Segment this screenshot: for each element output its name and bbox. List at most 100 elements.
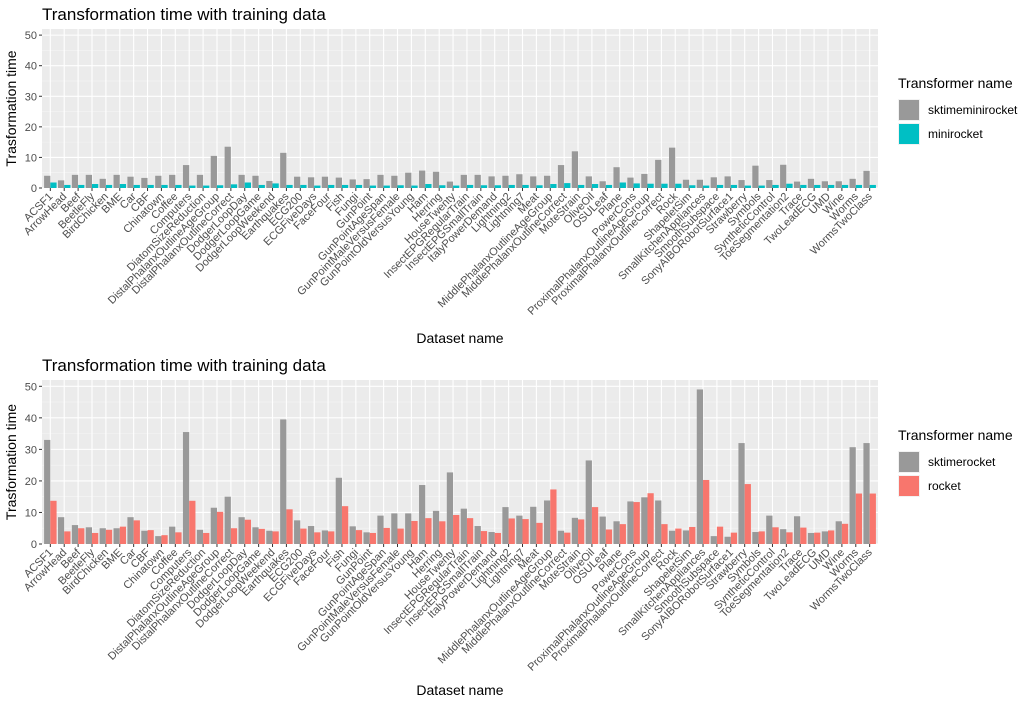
bar-sktimerocket — [210, 507, 217, 544]
bar-sktimerocket — [849, 447, 856, 544]
bar-minirocket — [300, 184, 307, 188]
bar-minirocket — [189, 185, 196, 188]
bar-minirocket — [355, 184, 363, 188]
bar-sktimeminirocket — [710, 177, 717, 188]
bar-sktimeminirocket — [474, 174, 481, 188]
bar-rocket — [383, 527, 390, 544]
bar-sktimerocket — [571, 517, 579, 544]
bar-minirocket — [869, 184, 876, 188]
bar-rocket — [425, 518, 432, 544]
bar-sktimerocket — [835, 521, 842, 544]
bar-sktimeminirocket — [85, 174, 92, 188]
bar-sktimerocket — [766, 515, 773, 544]
bar-minirocket — [855, 184, 863, 188]
bar-rocket — [619, 524, 626, 544]
bar-minirocket — [425, 184, 432, 188]
bar-sktimeminirocket — [516, 174, 523, 188]
bar-sktimeminirocket — [502, 175, 509, 188]
bar-rocket — [105, 529, 113, 544]
x-axis-title: Dataset name — [416, 330, 503, 346]
bar-sktimerocket — [391, 513, 398, 544]
bar-rocket — [814, 532, 821, 544]
bar-rocket — [272, 531, 279, 544]
bar-sktimerocket — [738, 443, 745, 544]
bar-minirocket — [133, 184, 140, 188]
bar-minirocket — [78, 184, 85, 188]
bar-sktimeminirocket — [446, 181, 454, 188]
bar-minirocket — [550, 184, 557, 188]
bar-minirocket — [591, 184, 599, 188]
bar-sktimerocket — [113, 528, 120, 544]
bar-rocket — [466, 518, 474, 544]
bar-sktimeminirocket — [321, 176, 329, 188]
bar-minirocket — [175, 184, 182, 188]
bar-sktimeminirocket — [599, 181, 606, 188]
bar-sktimeminirocket — [432, 171, 440, 188]
bar-rocket — [828, 530, 835, 544]
y-tick-label: 40 — [25, 413, 37, 425]
bar-sktimerocket — [377, 515, 384, 544]
bar-sktimerocket — [669, 530, 676, 544]
bar-minirocket — [814, 184, 821, 188]
bar-sktimeminirocket — [127, 176, 134, 188]
bar-minirocket — [758, 185, 765, 188]
bar-rocket — [591, 507, 599, 544]
bar-sktimeminirocket — [349, 179, 356, 188]
bar-minirocket — [397, 185, 404, 188]
bar-sktimerocket — [335, 477, 342, 544]
bar-minirocket — [716, 184, 724, 188]
bar-sktimerocket — [530, 506, 537, 544]
bar-rocket — [119, 526, 127, 544]
bar-sktimerocket — [169, 526, 176, 544]
bar-rocket — [258, 528, 265, 544]
bar-rocket — [661, 524, 668, 544]
bar-sktimeminirocket — [696, 179, 704, 188]
bar-sktimerocket — [682, 530, 690, 544]
bar-sktimerocket — [280, 419, 287, 544]
chart-title: Transformation time with training data — [42, 356, 326, 375]
bar-sktimerocket — [294, 520, 301, 544]
bar-sktimerocket — [155, 536, 162, 544]
bar-minirocket — [91, 184, 99, 188]
bar-rocket — [244, 519, 251, 544]
bar-sktimeminirocket — [113, 174, 120, 188]
bar-sktimeminirocket — [294, 176, 301, 188]
bar-sktimeminirocket — [766, 180, 773, 188]
bar-sktimerocket — [99, 528, 106, 544]
bar-rocket — [203, 532, 210, 544]
legend-swatch-minirocket — [899, 124, 919, 144]
bar-sktimeminirocket — [210, 155, 217, 188]
bar-sktimerocket — [696, 389, 704, 544]
bar-minirocket — [328, 184, 335, 188]
bar-minirocket — [258, 184, 265, 188]
bar-sktimeminirocket — [849, 178, 856, 188]
bar-sktimeminirocket — [99, 178, 106, 188]
bar-minirocket — [64, 184, 71, 188]
bar-minirocket — [369, 185, 376, 188]
bar-rocket — [508, 518, 515, 544]
y-tick-label: 10 — [25, 152, 37, 164]
bar-minirocket — [661, 183, 668, 188]
bar-minirocket — [161, 184, 168, 188]
legend-title: Transformer name — [898, 427, 1013, 443]
bar-sktimerocket — [627, 501, 634, 544]
bar-minirocket — [341, 184, 349, 188]
y-axis-title: Trasformation time — [3, 404, 19, 520]
bar-sktimeminirocket — [641, 173, 648, 188]
bar-sktimeminirocket — [835, 181, 842, 188]
plot-panel — [42, 29, 878, 188]
bar-sktimeminirocket — [627, 177, 634, 188]
bar-rocket — [841, 523, 849, 544]
bar-sktimerocket — [460, 508, 467, 544]
bar-rocket — [147, 530, 154, 544]
bar-rocket — [703, 479, 710, 544]
bar-sktimerocket — [752, 532, 759, 544]
bar-minirocket — [411, 185, 418, 188]
bar-sktimeminirocket — [405, 172, 412, 188]
bar-sktimeminirocket — [44, 175, 51, 188]
bar-minirocket — [564, 183, 571, 188]
bar-minirocket — [828, 184, 835, 188]
bar-sktimeminirocket — [807, 178, 815, 188]
bar-sktimeminirocket — [793, 181, 801, 188]
